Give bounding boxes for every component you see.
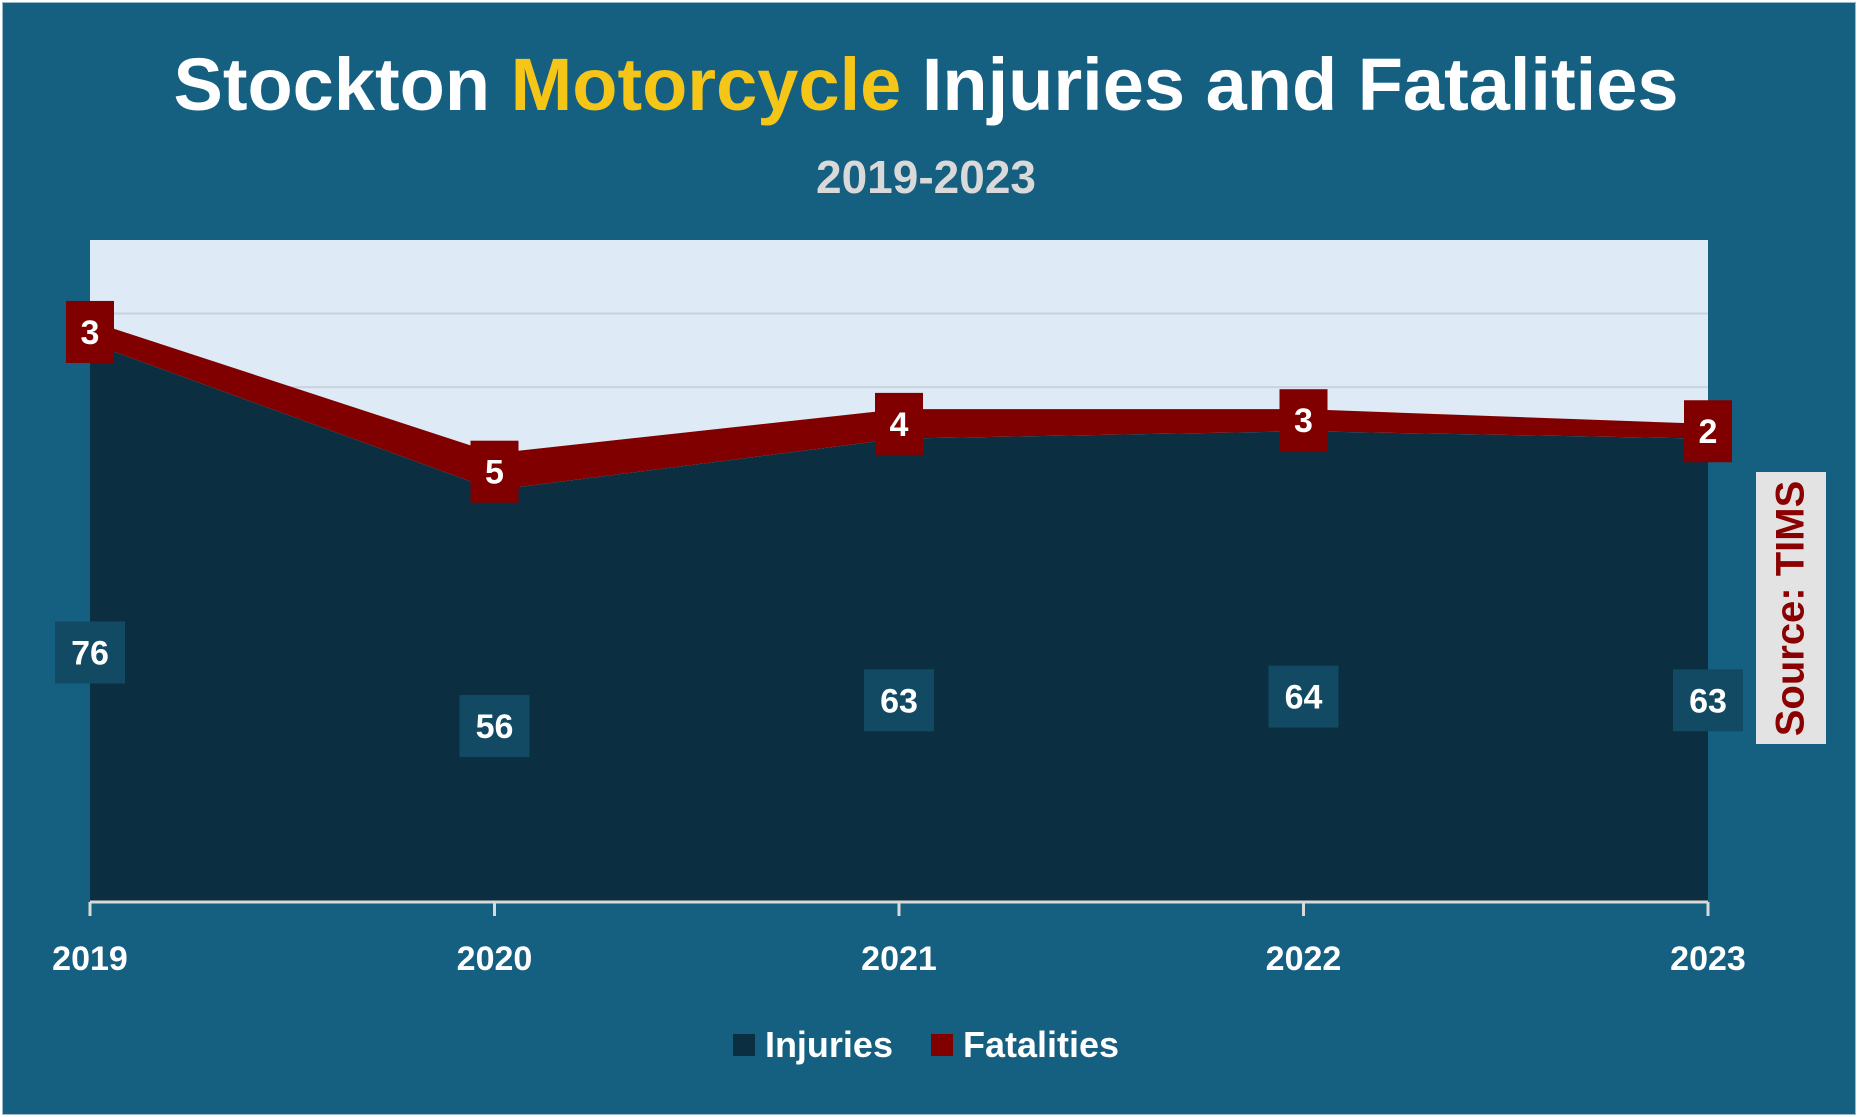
fatalities-data-label: 2 bbox=[1699, 413, 1718, 451]
fatalities-label-box bbox=[470, 440, 519, 503]
fatalities-label-box bbox=[875, 392, 923, 455]
source-text: Source: TIMS bbox=[1768, 480, 1813, 736]
title-part1: Stockton bbox=[173, 43, 491, 126]
title-accent: Motorcycle bbox=[510, 43, 902, 126]
injuries-area bbox=[90, 342, 1708, 902]
fatalities-data-label: 5 bbox=[485, 454, 504, 492]
source-note: Source: TIMS bbox=[1756, 472, 1826, 744]
injuries-data-label: 63 bbox=[1689, 682, 1727, 720]
legend-label-fatalities: Fatalities bbox=[962, 1024, 1120, 1065]
injuries-data-label: 56 bbox=[476, 708, 514, 746]
x-tick-label: 2020 bbox=[457, 940, 533, 978]
injuries-data-label: 63 bbox=[880, 682, 918, 720]
x-tick-label: 2022 bbox=[1266, 940, 1342, 978]
injuries-label-box bbox=[1268, 665, 1339, 728]
injuries-data-label: 76 bbox=[71, 634, 109, 672]
injuries-label-box bbox=[1673, 669, 1743, 732]
x-tick-label: 2023 bbox=[1670, 940, 1746, 978]
injuries-label-box bbox=[459, 695, 530, 758]
title-part2: Injuries and Fatalities bbox=[921, 43, 1679, 126]
fatalities-data-label: 3 bbox=[81, 314, 100, 352]
chart-title: Stockton Motorcycle Injuries and Fatalit… bbox=[0, 42, 1852, 127]
legend-swatch-injuries bbox=[732, 1034, 755, 1056]
legend-swatch-fatalities bbox=[930, 1034, 953, 1056]
legend-item-injuries: Injuries bbox=[732, 1024, 893, 1066]
legend-item-fatalities: Fatalities bbox=[930, 1024, 1120, 1066]
injuries-label-box bbox=[55, 621, 125, 684]
legend: Injuries Fatalities bbox=[0, 1024, 1852, 1066]
fatalities-data-label: 4 bbox=[890, 406, 909, 444]
legend-label-injuries: Injuries bbox=[764, 1024, 893, 1065]
fatalities-data-label: 3 bbox=[1294, 402, 1313, 440]
x-tick-label: 2021 bbox=[861, 940, 937, 978]
chart-subtitle: 2019-2023 bbox=[816, 151, 1036, 203]
fatalities-label-box bbox=[1684, 400, 1732, 463]
injuries-label-box bbox=[864, 669, 934, 732]
injuries-data-label: 64 bbox=[1285, 679, 1323, 717]
fatalities-label-box bbox=[1279, 389, 1328, 452]
x-tick-label: 2019 bbox=[52, 940, 128, 978]
fatalities-label-box bbox=[66, 300, 114, 363]
